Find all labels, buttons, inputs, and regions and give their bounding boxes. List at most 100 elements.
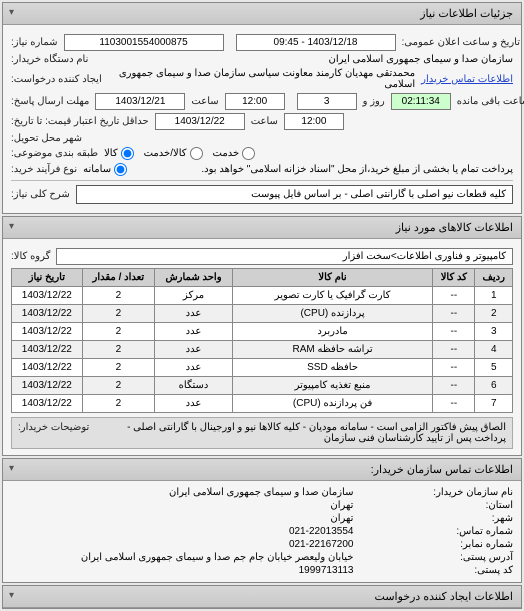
days-label: روز و bbox=[363, 96, 385, 107]
goods-group-value: کامپیوتر و فناوری اطلاعات>سخت افزار bbox=[56, 248, 513, 265]
table-cell: پردازنده (CPU) bbox=[232, 305, 432, 323]
subject-type-label: طبقه بندی موضوعی: bbox=[11, 148, 98, 159]
device-name-label: نام دستگاه خریدار: bbox=[11, 54, 88, 65]
postal-label: کد پستی: bbox=[363, 565, 513, 576]
requester-label: ایجاد کننده درخواست: bbox=[11, 74, 102, 85]
details-panel: جزئیات اطلاعات نیاز ▾ تاریخ و ساعت اعلان… bbox=[2, 2, 522, 214]
col-0: ردیف bbox=[475, 269, 513, 287]
valid-date: 1403/12/22 bbox=[155, 113, 245, 130]
collapse-icon[interactable]: ▾ bbox=[9, 7, 14, 18]
subject-type-radios: خدمت کالا/خدمت کالا bbox=[104, 147, 255, 160]
radio-kala-service-input[interactable] bbox=[190, 147, 203, 160]
creator-panel-header: اطلاعات ایجاد کننده درخواست ▾ bbox=[3, 586, 521, 608]
table-row: 2--پردازنده (CPU)عدد21403/12/22 bbox=[12, 305, 513, 323]
col-5: تاریخ نیاز bbox=[12, 269, 83, 287]
table-cell: -- bbox=[433, 305, 475, 323]
table-cell: عدد bbox=[155, 341, 233, 359]
time-label-1: ساعت bbox=[191, 96, 218, 107]
goods-body: کامپیوتر و فناوری اطلاعات>سخت افزار گروه… bbox=[3, 239, 521, 455]
table-cell: 4 bbox=[475, 341, 513, 359]
details-title: جزئیات اطلاعات نیاز bbox=[420, 8, 513, 20]
city-label: شهر: bbox=[363, 513, 513, 524]
goods-panel: اطلاعات کالاهای مورد نیاز ▾ کامپیوتر و ف… bbox=[2, 216, 522, 456]
radio-kala-service-label: کالا/خدمت bbox=[144, 148, 187, 159]
fax-label: شماره نمابر: bbox=[363, 539, 513, 550]
table-cell: -- bbox=[433, 359, 475, 377]
radio-service-input[interactable] bbox=[242, 147, 255, 160]
col-2: نام کالا bbox=[232, 269, 432, 287]
table-cell: عدد bbox=[155, 305, 233, 323]
table-cell: تراشه حافظه RAM bbox=[232, 341, 432, 359]
fax-value: 021-22167200 bbox=[11, 539, 353, 550]
collapse-icon-4[interactable]: ▾ bbox=[9, 590, 14, 601]
table-cell: 2 bbox=[82, 287, 155, 305]
valid-time: 12:00 bbox=[284, 113, 344, 130]
deadline-time: 12:00 bbox=[225, 93, 285, 110]
goods-section-title: اطلاعات کالاهای مورد نیاز bbox=[396, 222, 513, 234]
table-cell: -- bbox=[433, 323, 475, 341]
radio-kala-service[interactable]: کالا/خدمت bbox=[144, 147, 203, 160]
radio-purchase-single-input[interactable] bbox=[114, 163, 127, 176]
creator-section-title: اطلاعات ایجاد کننده درخواست bbox=[375, 591, 513, 603]
device-name-value: سازمان صدا و سیمای جمهوری اسلامی ایران bbox=[94, 54, 513, 65]
province-value: تهران bbox=[11, 500, 353, 511]
table-cell: 2 bbox=[82, 341, 155, 359]
table-cell: 1403/12/22 bbox=[12, 395, 83, 413]
table-cell: 2 bbox=[82, 395, 155, 413]
table-cell: 1403/12/22 bbox=[12, 341, 83, 359]
purchase-type-label: نوع فرآیند خرید: bbox=[11, 164, 77, 175]
need-number-value: 1103001554000875 bbox=[64, 34, 224, 51]
collapse-icon-2[interactable]: ▾ bbox=[9, 221, 14, 232]
province-label: استان: bbox=[363, 500, 513, 511]
table-cell: 1403/12/22 bbox=[12, 377, 83, 395]
table-cell: 2 bbox=[475, 305, 513, 323]
radio-kala-input[interactable] bbox=[121, 147, 134, 160]
radio-kala[interactable]: کالا bbox=[104, 147, 134, 160]
table-cell: 1403/12/22 bbox=[12, 287, 83, 305]
collapse-icon-3[interactable]: ▾ bbox=[9, 463, 14, 474]
contact-panel-header: اطلاعات تماس سازمان خریدار: ▾ bbox=[3, 459, 521, 481]
table-cell: مادربرد bbox=[232, 323, 432, 341]
table-row: 1--کارت گرافیک یا کارت تصویرمرکز21403/12… bbox=[12, 287, 513, 305]
buyer-desc-text: الصاق پیش فاکتور الزامی است - سامانه مود… bbox=[95, 422, 506, 444]
buyer-desc-block: الصاق پیش فاکتور الزامی است - سامانه مود… bbox=[11, 417, 513, 449]
table-cell: 2 bbox=[82, 305, 155, 323]
goods-table-header-row: ردیف کد کالا نام کالا واحد شمارش تعداد /… bbox=[12, 269, 513, 287]
table-cell: 1403/12/22 bbox=[12, 359, 83, 377]
radio-purchase-single[interactable]: سامانه bbox=[83, 163, 127, 176]
table-row: 6--منبع تغذیه کامپیوتردستگاه21403/12/22 bbox=[12, 377, 513, 395]
contact-buyer-link[interactable]: اطلاعات تماس خریدار bbox=[421, 74, 513, 85]
table-row: 7--فن پردازنده (CPU)عدد21403/12/22 bbox=[12, 395, 513, 413]
phone-label: شماره تماس: bbox=[363, 526, 513, 537]
deadline-date: 1403/12/21 bbox=[95, 93, 185, 110]
table-cell: 2 bbox=[82, 323, 155, 341]
requester-value: محمدتقی مهدیان کارمند معاونت سیاسی سازما… bbox=[108, 68, 415, 90]
table-cell: 1 bbox=[475, 287, 513, 305]
datetime-value: 1403/12/18 - 09:45 bbox=[236, 34, 396, 51]
contact-panel: اطلاعات تماس سازمان خریدار: ▾ نام سازمان… bbox=[2, 458, 522, 583]
details-panel-header: جزئیات اطلاعات نیاز ▾ bbox=[3, 3, 521, 25]
table-cell: -- bbox=[433, 341, 475, 359]
org-label: نام سازمان خریدار: bbox=[363, 487, 513, 498]
need-number-label: شماره نیاز: bbox=[11, 37, 58, 48]
col-3: واحد شمارش bbox=[155, 269, 233, 287]
deadline-label: مهلت ارسال پاسخ: bbox=[11, 96, 89, 107]
valid-label: حداقل تاریخ اعتبار قیمت: تا تاریخ: bbox=[11, 116, 149, 127]
table-row: 4--تراشه حافظه RAMعدد21403/12/22 bbox=[12, 341, 513, 359]
table-cell: منبع تغذیه کامپیوتر bbox=[232, 377, 432, 395]
radio-kala-label: کالا bbox=[104, 148, 118, 159]
table-cell: کارت گرافیک یا کارت تصویر bbox=[232, 287, 432, 305]
remain-label: ساعت باقی مانده bbox=[457, 96, 524, 107]
delivery-city-label: شهر محل تحویل: bbox=[11, 133, 82, 144]
col-4: تعداد / مقدار bbox=[82, 269, 155, 287]
table-cell: مرکز bbox=[155, 287, 233, 305]
purchase-type-radios: سامانه bbox=[83, 163, 127, 176]
table-cell: 2 bbox=[82, 377, 155, 395]
table-cell: 1403/12/22 bbox=[12, 323, 83, 341]
table-cell: 2 bbox=[82, 359, 155, 377]
table-cell: فن پردازنده (CPU) bbox=[232, 395, 432, 413]
goods-panel-header: اطلاعات کالاهای مورد نیاز ▾ bbox=[3, 217, 521, 239]
table-cell: 7 bbox=[475, 395, 513, 413]
radio-service[interactable]: خدمت bbox=[213, 147, 256, 160]
table-cell: عدد bbox=[155, 323, 233, 341]
